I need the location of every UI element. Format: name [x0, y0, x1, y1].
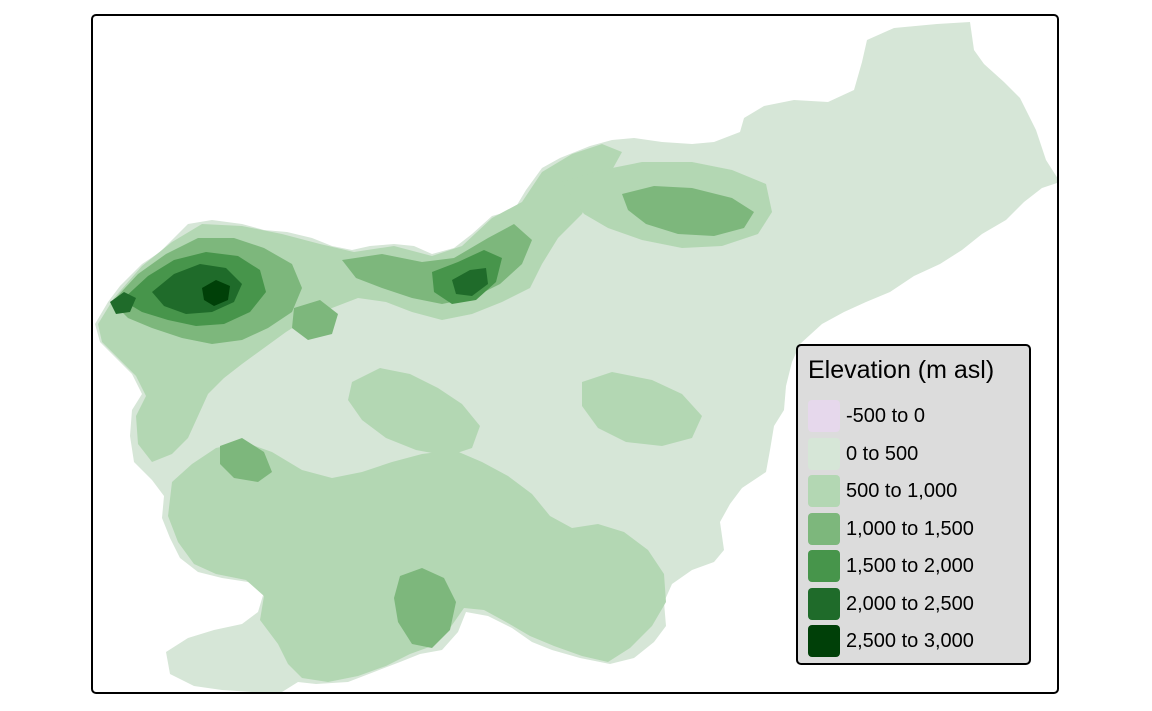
legend-label: -500 to 0 — [846, 405, 925, 427]
elevation-zone-1000-1500-pokljuka — [292, 300, 338, 340]
elevation-zone-1000-1500-snezevnik — [394, 568, 456, 648]
legend-label: 2,000 to 2,500 — [846, 593, 974, 615]
elevation-zone-1000-1500-pohorje — [622, 186, 754, 236]
elevation-zone-2500-3000-triglav — [202, 280, 230, 306]
elevation-zone-500-1000-central — [348, 368, 480, 456]
legend-label: 1,500 to 2,000 — [846, 555, 974, 577]
legend-swatch — [808, 588, 840, 620]
legend-label: 500 to 1,000 — [846, 480, 958, 502]
elevation-zone-2000-2500-kamnik — [452, 268, 488, 296]
legend-swatch — [808, 475, 840, 507]
legend-swatch — [808, 625, 840, 657]
elevation-zone-500-1000-south — [168, 442, 666, 682]
legend-swatch — [808, 513, 840, 545]
legend-label: 2,500 to 3,000 — [846, 630, 974, 652]
elevation-zone-500-1000-east — [582, 372, 702, 446]
legend-swatch — [808, 438, 840, 470]
elevation-zone-500-1000-west — [98, 144, 622, 462]
elevation-zone-2000-2500-west-edge — [110, 292, 136, 314]
legend-label: 1,000 to 1,500 — [846, 518, 974, 540]
elevation-zone-1000-1500-trnovo — [220, 438, 272, 482]
elevation-map — [95, 22, 1057, 692]
legend-label: 0 to 500 — [846, 443, 919, 465]
legend-swatch — [808, 400, 840, 432]
legend-swatch — [808, 550, 840, 582]
legend-title: Elevation (m asl) — [808, 356, 995, 384]
map-legend: Elevation (m asl) -500 to 0 0 to 500 500… — [796, 344, 1031, 665]
